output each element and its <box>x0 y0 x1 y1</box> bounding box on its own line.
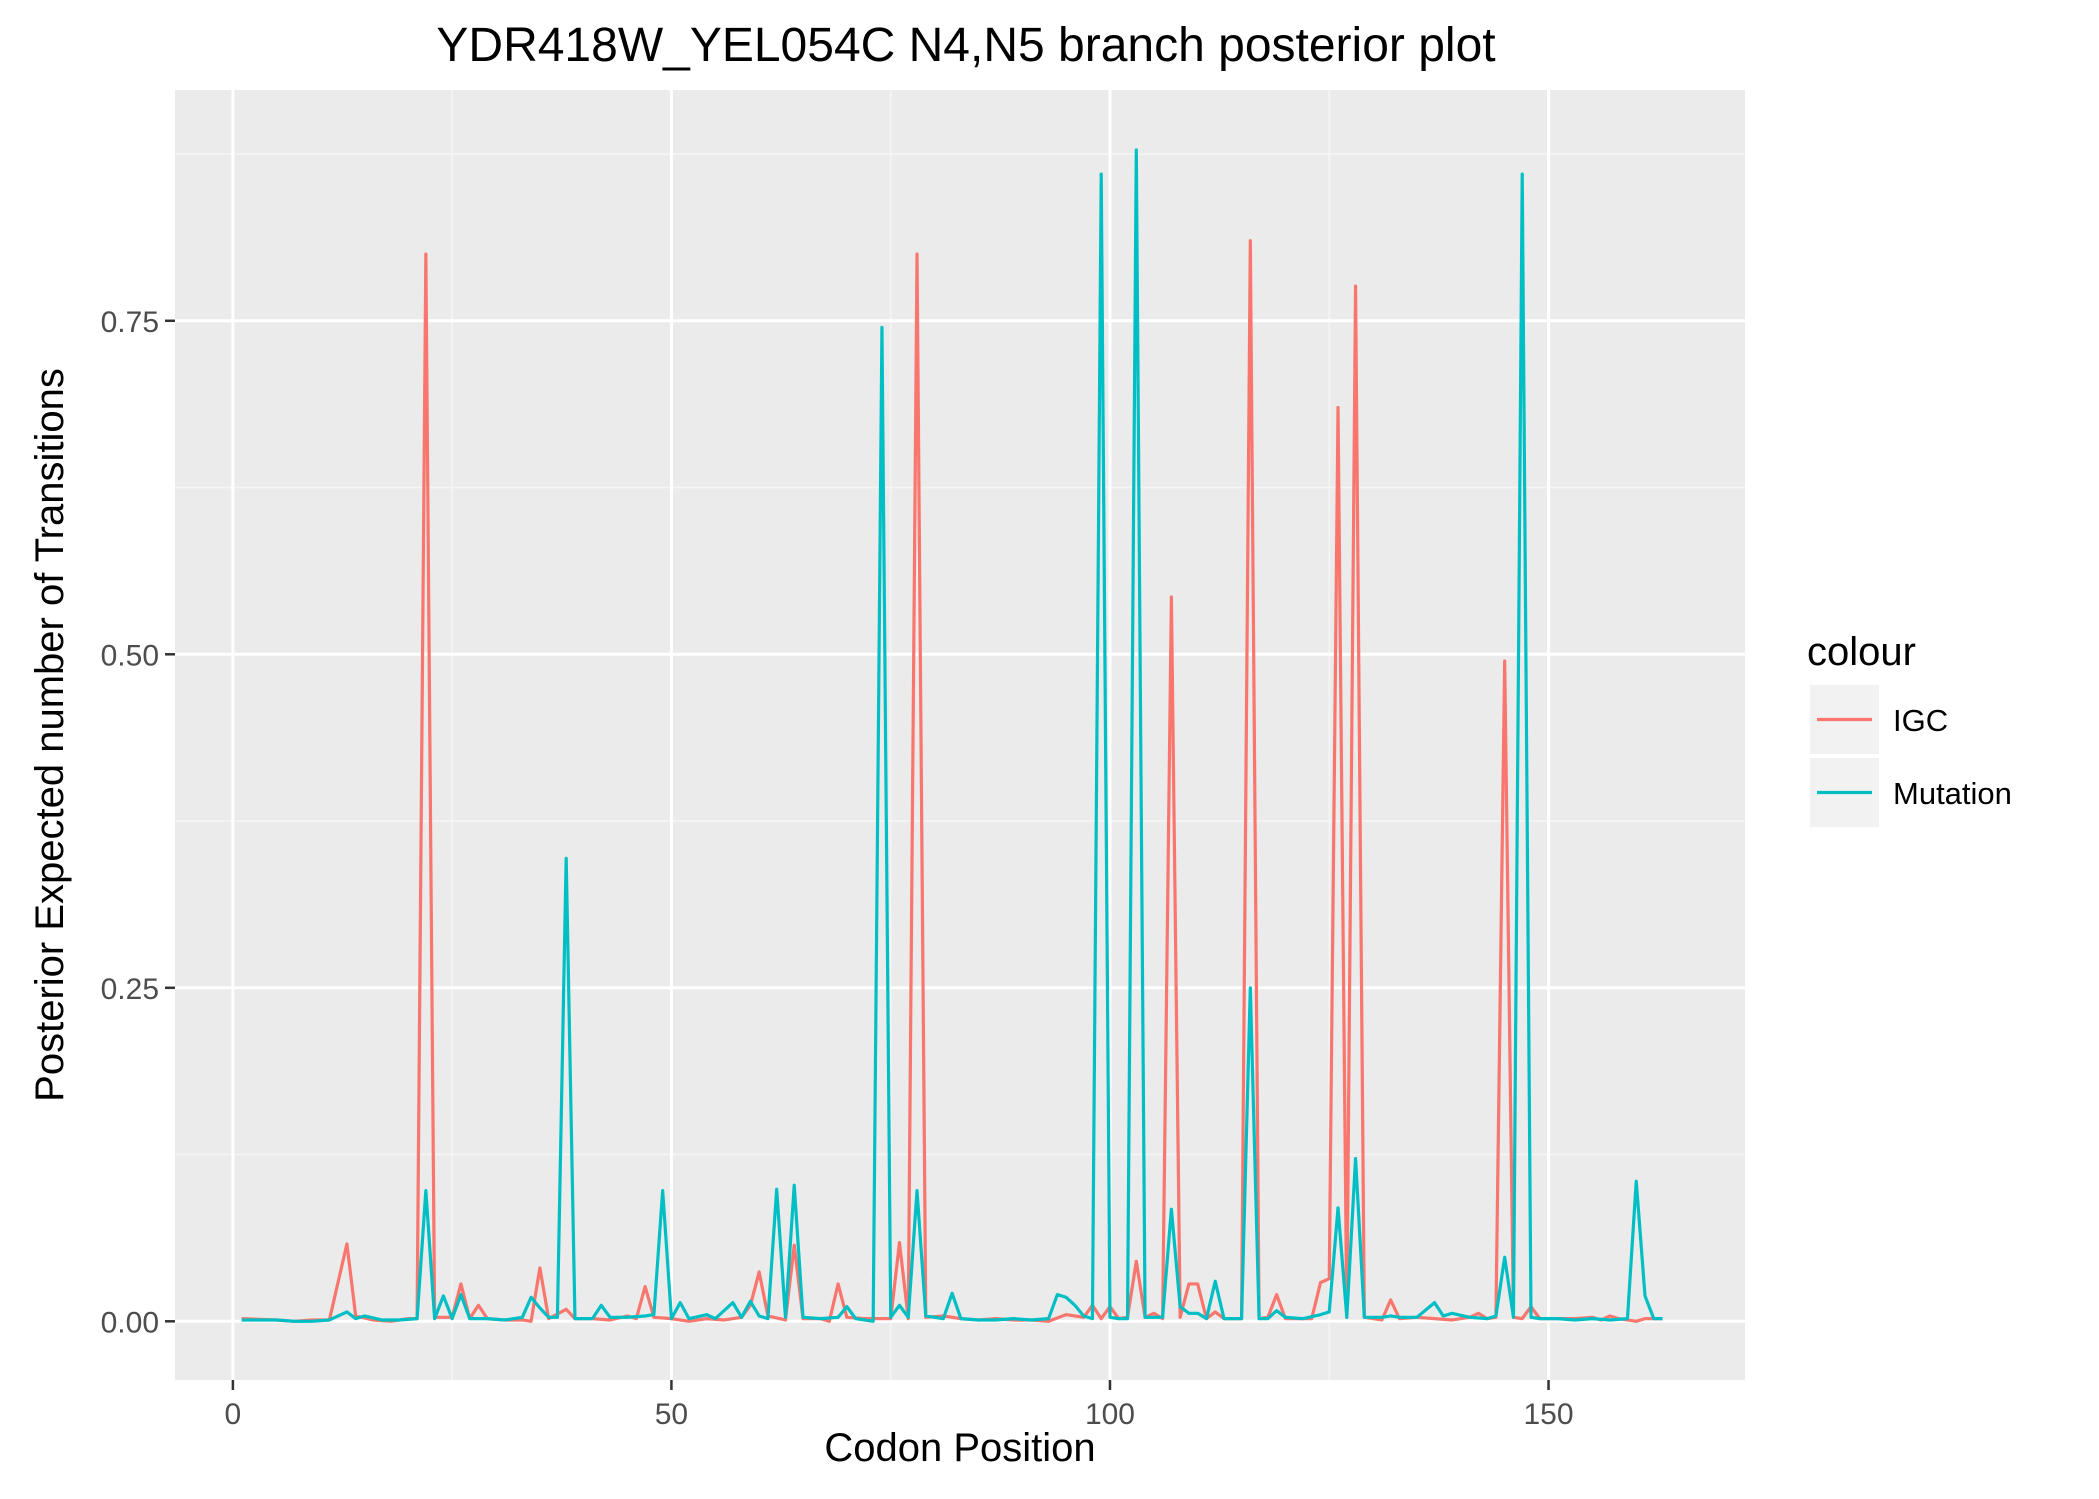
legend-items: IGC Mutation <box>1810 685 2012 827</box>
legend-title: colour <box>1807 630 1916 674</box>
grid-minor <box>175 90 1745 1380</box>
y-tick-label: 0.00 <box>101 1306 159 1339</box>
series-layer <box>241 148 1663 1323</box>
legend-label-mutation: Mutation <box>1893 776 2012 811</box>
x-tick-label: 100 <box>1085 1398 1135 1431</box>
x-tick-label: 150 <box>1523 1398 1573 1431</box>
x-axis-title: Codon Position <box>824 1426 1095 1470</box>
legend: colour IGC Mutation <box>1807 630 2012 827</box>
plot-panel <box>175 90 1745 1380</box>
x-axis: 0 50 100 150 <box>225 1380 1574 1431</box>
y-tick-label: 0.75 <box>101 306 159 339</box>
x-tick-label: 0 <box>225 1398 242 1431</box>
y-tick-label: 0.25 <box>101 973 159 1006</box>
x-tick-label: 50 <box>655 1398 688 1431</box>
y-tick-label: 0.50 <box>101 639 159 672</box>
series-line-mutation <box>241 148 1663 1323</box>
legend-label-igc: IGC <box>1893 703 1948 738</box>
y-axis-title: Posterior Expected number of Transitions <box>28 368 72 1102</box>
chart-title: YDR418W_YEL054C N4,N5 branch posterior p… <box>436 19 1495 72</box>
y-axis: 0.00 0.25 0.50 0.75 <box>101 306 175 1339</box>
